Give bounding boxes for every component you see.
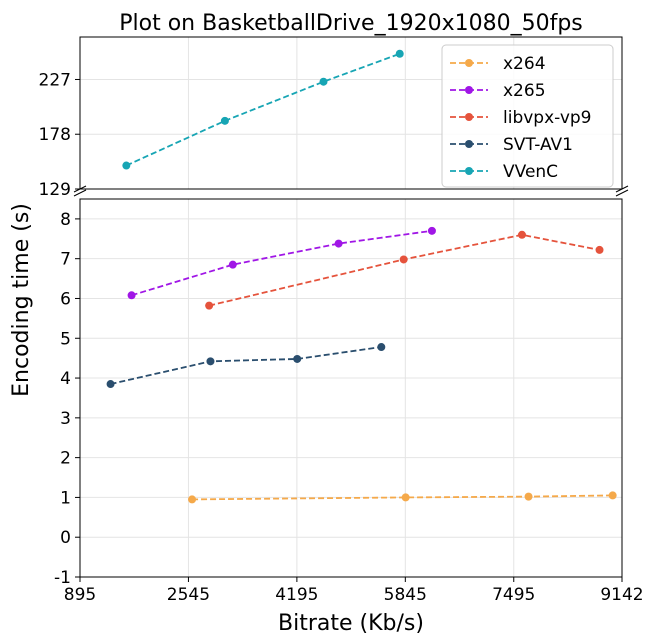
data-point-svt-av1 (106, 380, 115, 389)
y-tick-label: -1 (54, 568, 71, 588)
data-point-x264 (608, 491, 617, 500)
data-point-x264 (401, 493, 410, 502)
y-tick-label: 2 (60, 449, 71, 469)
data-point-x265 (127, 291, 136, 300)
legend-marker-libvpx-vp9 (465, 113, 473, 121)
data-point-vvenc (319, 77, 328, 86)
series-line-vvenc (125, 52, 401, 167)
y-tick-label: 6 (60, 289, 71, 309)
series-points (106, 49, 617, 504)
data-point-x264 (524, 492, 533, 501)
y-tick-label: 1 (60, 488, 71, 508)
upper-plot-frame (79, 36, 623, 190)
data-point-svt-av1 (293, 354, 302, 363)
data-point-svt-av1 (206, 357, 215, 366)
x-tick-label: 4195 (275, 585, 318, 605)
chart-title: Plot on BasketballDrive_1920x1080_50fps (119, 11, 583, 36)
y-axis-label: Encoding time (s) (9, 203, 34, 397)
legend-label-svt-av1: SVT-AV1 (503, 135, 573, 155)
y-tick-label: 3 (60, 409, 71, 429)
y-tick-label: 0 (60, 528, 71, 548)
legend-label-x265: x265 (503, 81, 546, 101)
series-lines (110, 52, 613, 501)
data-point-svt-av1 (377, 343, 386, 352)
axis-ticks: 129 178 227 -1 0 1 2 3 4 5 6 7 8 895 2545 4195 5845 7495 9… (39, 70, 644, 605)
data-point-libvpx-vp9 (205, 301, 214, 310)
legend-entries: x264 x265 libvpx-vp9 SVT-AV1 VVenC (450, 54, 592, 182)
legend-label-libvpx-vp9: libvpx-vp9 (503, 108, 592, 128)
legend-label-vvenc: VVenC (503, 162, 558, 182)
data-point-x265 (228, 260, 237, 269)
x-tick-label: 7495 (492, 585, 535, 605)
grid-lower (79, 199, 623, 578)
data-point-vvenc (395, 49, 404, 58)
series-line-libvpx-vp9 (208, 233, 600, 307)
data-point-vvenc (220, 116, 229, 125)
data-point-x265 (334, 239, 343, 248)
y-tick-label: 5 (60, 329, 71, 349)
data-point-vvenc (122, 161, 131, 170)
legend-box (441, 44, 614, 188)
data-point-x264 (188, 495, 197, 504)
x-tick-label: 2545 (167, 585, 210, 605)
x-axis-label: Bitrate (Kb/s) (278, 611, 424, 636)
data-point-libvpx-vp9 (517, 230, 526, 239)
legend-marker-svt-av1 (465, 140, 473, 148)
legend-marker-x265 (465, 86, 473, 94)
series-line-svt-av1 (110, 346, 382, 385)
y-tick-label: 227 (39, 70, 71, 90)
x-tick-label: 5845 (384, 585, 427, 605)
y-tick-label: 8 (60, 210, 71, 230)
legend-marker-vvenc (465, 167, 473, 175)
data-point-libvpx-vp9 (595, 245, 604, 254)
legend-marker-x264 (465, 59, 473, 67)
legend: x264 x265 libvpx-vp9 SVT-AV1 VVenC (441, 44, 614, 188)
data-point-x265 (427, 226, 436, 235)
series-line-x264 (192, 494, 613, 501)
y-tick-label: 7 (60, 250, 71, 270)
lower-plot-frame (79, 198, 623, 578)
data-point-libvpx-vp9 (399, 255, 408, 264)
y-tick-label: 129 (39, 180, 71, 200)
y-tick-label: 178 (39, 125, 71, 145)
x-tick-label: 895 (64, 585, 96, 605)
y-tick-label: 4 (60, 369, 71, 389)
legend-label-x264: x264 (503, 54, 546, 74)
x-tick-label: 9142 (600, 585, 643, 605)
